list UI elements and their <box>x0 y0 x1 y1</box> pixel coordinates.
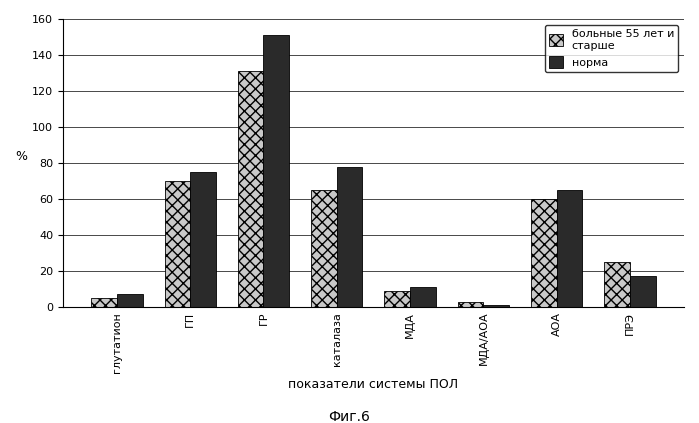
Bar <box>458 302 484 307</box>
Bar <box>91 298 117 307</box>
Bar <box>557 190 582 307</box>
Bar <box>238 71 264 307</box>
Bar <box>264 35 289 307</box>
Bar <box>164 181 190 307</box>
Legend: больные 55 лет и
старше, норма: больные 55 лет и старше, норма <box>545 25 679 72</box>
Bar <box>630 276 656 307</box>
Bar <box>484 305 509 307</box>
Bar <box>337 167 363 307</box>
Bar <box>410 287 435 307</box>
Bar <box>384 291 410 307</box>
Bar <box>605 262 630 307</box>
Text: Фиг.6: Фиг.6 <box>329 410 370 423</box>
Bar <box>531 199 557 307</box>
Y-axis label: %: % <box>15 150 27 163</box>
X-axis label: показатели системы ПОЛ: показатели системы ПОЛ <box>289 378 459 391</box>
Bar <box>311 190 337 307</box>
Bar <box>117 294 143 307</box>
Bar <box>190 172 216 307</box>
